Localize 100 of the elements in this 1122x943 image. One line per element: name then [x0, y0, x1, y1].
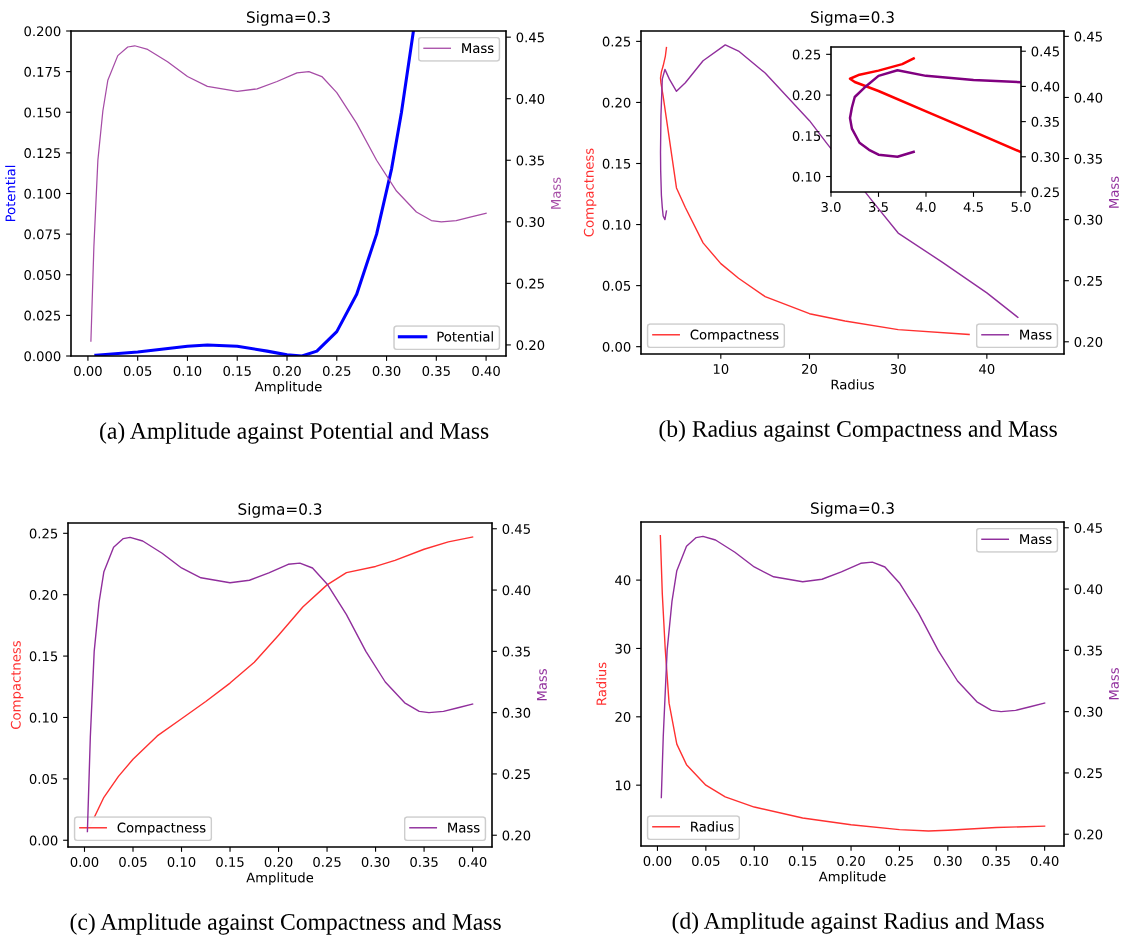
y2-tick-label: 0.35	[1074, 153, 1102, 164]
y-axis-title: Compactness	[10, 641, 24, 729]
y2-tick-label: 0.35	[1074, 645, 1102, 656]
y2-tick-label: 0.30	[1074, 214, 1103, 225]
y-tick-label: 30	[615, 643, 631, 654]
x-tick-label: 0.10	[740, 855, 769, 866]
y-tick-label: 0.10	[602, 219, 631, 230]
chart-title: Sigma=0.3	[238, 503, 322, 518]
y-tick-label: 0.20	[602, 97, 631, 108]
y-tick-label: 0.15	[602, 158, 631, 169]
x-tick-label: 0.05	[123, 365, 152, 376]
y2-tick-label: 0.25	[516, 278, 544, 289]
x-axis-title: Radius	[831, 379, 874, 390]
x-tick-label: 0.25	[885, 855, 913, 866]
legend-label: Mass	[1020, 534, 1052, 545]
y2-tick-label: 0.45	[502, 523, 530, 534]
y-tick-label: 0.00	[602, 341, 631, 352]
text: (d) Amplitude against Radius and Mass	[672, 912, 1044, 934]
y-tick-label: 0.20	[792, 90, 821, 101]
x-axis-title: Amplitude	[254, 381, 322, 395]
x-tick-label: 0.25	[313, 856, 341, 867]
y-tick-label: 0.025	[24, 310, 61, 321]
x-tick-label: 0.15	[216, 856, 244, 867]
y-axis-title: Radius	[596, 662, 607, 705]
y2-tick-label: 0.35	[502, 646, 530, 657]
x-tick-label: 0.10	[167, 856, 196, 867]
y2-tick-label: 0.45	[1074, 522, 1102, 533]
x-tick-label: 0.40	[1030, 855, 1059, 866]
chart-title: Sigma=0.3	[247, 11, 330, 26]
x-tick-label: 0.00	[74, 365, 102, 376]
x-tick-label: 0.20	[273, 365, 301, 376]
chart-title: Sigma=0.3	[811, 11, 894, 26]
legend-label: Mass	[448, 822, 480, 833]
y2-tick-label: 0.45	[516, 32, 544, 43]
y2-tick-label: 0.30	[1031, 152, 1060, 163]
y-tick-label: 0.125	[24, 148, 61, 159]
y-tick-label: 0.25	[29, 528, 58, 539]
x-tick-label: 0.40	[458, 856, 487, 867]
x-tick-label: 0.25	[322, 365, 351, 376]
y2-tick-label: 0.45	[1031, 46, 1059, 57]
x-axis-title: Amplitude	[246, 872, 314, 886]
x-tick-label: 3.0	[821, 201, 841, 212]
x-tick-label: 40	[979, 363, 995, 374]
y-tick-label: 0.25	[602, 36, 631, 47]
y2-tick-label: 0.30	[502, 707, 531, 718]
y2-tick-label: 0.25	[1031, 187, 1059, 198]
x-tick-label: 0.00	[643, 855, 672, 866]
x-tick-label: 0.15	[223, 365, 251, 376]
y-tick-label: 20	[615, 712, 631, 723]
x-tick-label: 0.30	[372, 365, 401, 376]
x-tick-label: 0.40	[472, 365, 500, 376]
y-tick-label: 0.10	[792, 171, 821, 182]
legend-label: Radius	[691, 821, 734, 832]
x-tick-label: 10	[713, 363, 729, 374]
legend-label: Mass	[462, 43, 494, 54]
x-tick-label: 0.00	[70, 856, 99, 867]
x-tick-label: 0.10	[173, 365, 202, 376]
y2-tick-label: 0.20	[516, 340, 545, 351]
y-axis-title: Compactness	[583, 148, 597, 237]
x-tick-label: 5.0	[1011, 201, 1031, 212]
text: (b) Radius against Compactness and Mass	[659, 420, 1057, 442]
x-tick-label: 0.20	[837, 855, 865, 866]
x-tick-label: 0.20	[264, 856, 293, 867]
x-tick-label: 0.35	[422, 365, 450, 376]
x-tick-label: 0.30	[361, 856, 390, 867]
y-tick-label: 0.100	[24, 188, 61, 199]
y-tick-label: 0.25	[792, 49, 821, 60]
legend-label: Mass	[1020, 329, 1052, 340]
y2-tick-label: 0.40	[502, 585, 531, 596]
text: (c) Amplitude against Compactness and Mass	[70, 913, 501, 935]
text: (a) Amplitude against Potential and Mass	[100, 422, 489, 444]
y2-tick-label: 0.20	[502, 830, 531, 841]
line-series	[848, 57, 1021, 154]
x-tick-label: 0.35	[410, 856, 438, 867]
y-tick-label: 0.20	[29, 589, 58, 600]
chart-title: Sigma=0.3	[811, 502, 894, 517]
legend-label: Compactness	[690, 329, 779, 343]
y2-axis-title: Mass	[537, 669, 547, 701]
y2-tick-label: 0.40	[1074, 584, 1103, 595]
line-series	[848, 68, 1021, 159]
legend-label: Compactness	[117, 822, 206, 836]
y2-tick-label: 0.35	[516, 155, 544, 166]
y2-tick-label: 0.20	[1074, 829, 1103, 840]
y-tick-label: 40	[615, 575, 631, 586]
y-tick-label: 10	[615, 780, 631, 791]
y-tick-label: 0.050	[24, 269, 61, 280]
y2-tick-label: 0.25	[1074, 768, 1102, 779]
y-tick-label: 0.15	[29, 651, 58, 662]
y-tick-label: 0.000	[24, 351, 61, 362]
x-tick-label: 4.5	[963, 202, 983, 212]
y-tick-label: 0.10	[29, 712, 58, 723]
legend-label: Potential	[437, 331, 493, 342]
x-tick-label: 0.30	[934, 855, 962, 866]
y2-tick-label: 0.25	[1074, 275, 1102, 286]
y-tick-label: 0.15	[792, 131, 821, 141]
y-tick-label: 0.05	[602, 280, 631, 291]
y-tick-label: 0.075	[24, 229, 61, 240]
x-tick-label: 0.05	[119, 856, 147, 867]
y2-tick-label: 0.45	[1074, 31, 1102, 42]
y2-tick-label: 0.40	[1031, 81, 1060, 92]
